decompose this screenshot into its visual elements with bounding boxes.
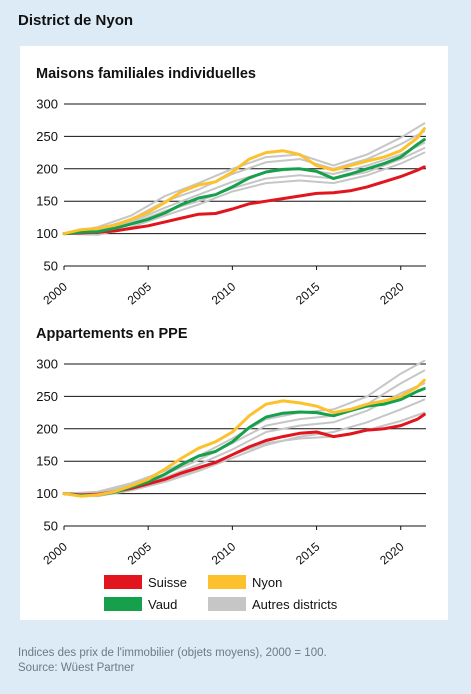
- x-tick-label: 2000: [40, 539, 70, 567]
- series-line-autres-districts: [63, 130, 426, 235]
- legend-label-vaud: Vaud: [148, 597, 177, 612]
- y-tick-label: 300: [36, 97, 58, 112]
- legend-swatch-suisse: [104, 575, 142, 589]
- footer-source: Source: Wüest Partner: [18, 662, 135, 674]
- series-line-nyon: [62, 378, 426, 498]
- y-tick-label: 50: [44, 519, 58, 534]
- chart-title: Appartements en PPE: [36, 326, 188, 342]
- y-tick-label: 200: [36, 421, 58, 436]
- legend-label-autres-districts: Autres districts: [252, 597, 338, 612]
- legend-swatch-autres-districts: [208, 597, 246, 611]
- series-line-suisse: [62, 165, 426, 236]
- legend-swatch-nyon: [208, 575, 246, 589]
- y-tick-label: 200: [36, 161, 58, 176]
- chart-title: Maisons familiales individuelles: [36, 66, 256, 82]
- footer: Indices des prix de l'immobilier (objets…: [18, 646, 327, 676]
- x-tick-label: 2005: [125, 279, 155, 307]
- legend-label-suisse: Suisse: [148, 575, 187, 590]
- y-tick-label: 250: [36, 129, 58, 144]
- series-line-autres-districts: [63, 359, 426, 495]
- x-tick-label: 2010: [209, 539, 239, 567]
- legend-swatch-vaud: [104, 597, 142, 611]
- x-tick-label: 2010: [209, 279, 239, 307]
- y-tick-label: 100: [36, 226, 58, 241]
- chart-1: Maisons familiales individuelles 300 250 20…: [36, 66, 426, 307]
- series-line-nyon: [62, 127, 426, 236]
- y-tick-label: 300: [36, 357, 58, 372]
- footer-note: Indices des prix de l'immobilier (objets…: [18, 647, 327, 659]
- y-tick-label: 150: [36, 194, 58, 209]
- series-line-suisse: [62, 413, 426, 497]
- charts-svg: Maisons familiales individuelles 300 250 20…: [36, 66, 426, 612]
- y-tick-label: 150: [36, 454, 58, 469]
- x-tick-label: 2015: [293, 539, 323, 567]
- chart-panel: Maisons familiales individuelles 300 250 20…: [20, 46, 448, 620]
- y-tick-label: 100: [36, 486, 58, 501]
- y-tick-label: 50: [44, 259, 58, 274]
- x-tick-label: 2015: [293, 279, 323, 307]
- x-tick-label: 2000: [40, 279, 70, 307]
- main-title: District de Nyon: [18, 12, 134, 29]
- x-tick-label: 2020: [377, 539, 407, 567]
- legend-label-nyon: Nyon: [252, 575, 282, 590]
- series-line-autres-districts: [63, 382, 426, 496]
- legend: Suisse Nyon Vaud Autres districts: [104, 575, 338, 612]
- chart-2: Appartements en PPE 300 250 200 150 100 50 2000…: [36, 326, 426, 567]
- x-tick-label: 2005: [125, 539, 155, 567]
- y-tick-label: 250: [36, 389, 58, 404]
- x-tick-label: 2020: [377, 279, 407, 307]
- series-line-vaud: [62, 138, 426, 236]
- series-line-autres-districts: [63, 122, 426, 235]
